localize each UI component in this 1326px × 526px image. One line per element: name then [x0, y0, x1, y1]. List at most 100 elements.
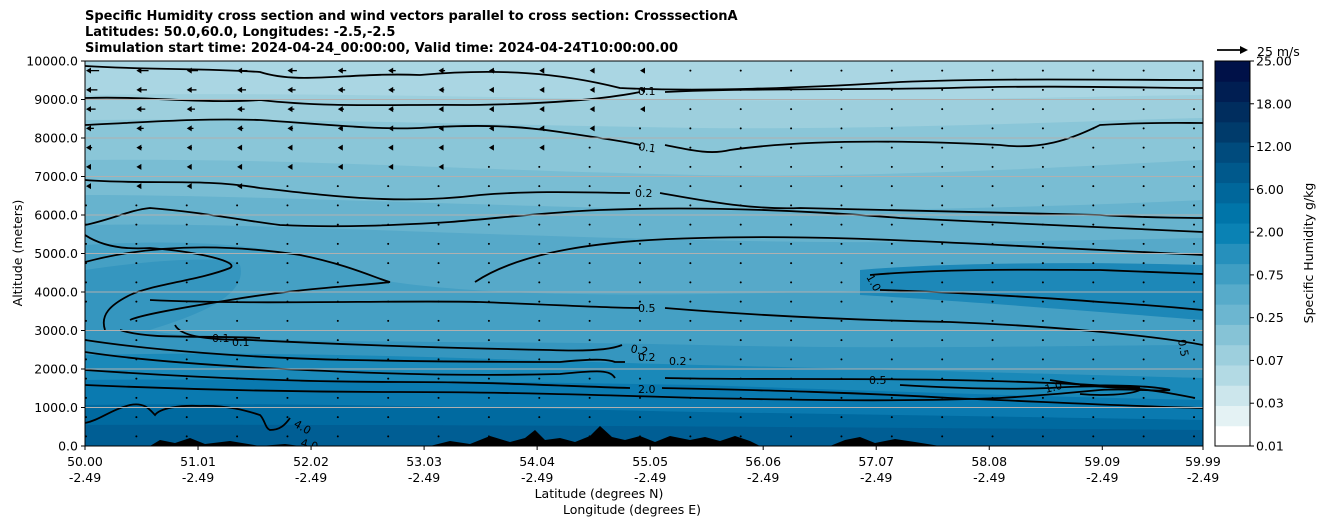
wind-vector-icon — [840, 281, 843, 284]
wind-vector-icon — [135, 300, 138, 303]
wind-vector-icon — [538, 185, 541, 188]
wind-vector-icon — [1142, 396, 1145, 399]
wind-vector-icon — [739, 146, 742, 149]
wind-vector-icon — [1142, 262, 1145, 265]
wind-vector-icon — [840, 242, 843, 245]
wind-vector-icon — [840, 108, 843, 111]
wind-vector-icon — [991, 108, 994, 111]
wind-vector-head-icon — [136, 163, 142, 170]
wind-vector-icon — [689, 242, 692, 245]
x-tick-label-latitude: 52.02 — [293, 454, 329, 469]
wind-vector-icon — [790, 204, 793, 207]
colorbar-swatch — [1215, 263, 1250, 285]
wind-vector-head-icon — [136, 86, 142, 93]
wind-vector-icon — [1193, 242, 1195, 245]
wind-vector-icon — [387, 262, 390, 265]
wind-vector-icon — [689, 165, 692, 168]
x-tick-label-longitude: -2.49 — [747, 470, 779, 485]
wind-vector-head-icon — [186, 144, 192, 151]
contour-label: 0.2 — [635, 187, 653, 200]
wind-vector-icon — [286, 319, 289, 322]
wind-vector-icon — [135, 396, 138, 399]
wind-vector-icon — [739, 319, 742, 322]
colorbar-swatch — [1215, 344, 1250, 366]
wind-vector-icon — [185, 319, 188, 322]
wind-vector-icon — [487, 319, 490, 322]
wind-vector-icon — [236, 242, 239, 245]
wind-vector-head-icon — [388, 163, 394, 170]
contour-label: 0.1 — [638, 85, 656, 98]
x-tick-label-latitude: 59.09 — [1084, 454, 1120, 469]
wind-vector-head-icon — [539, 67, 545, 74]
y-tick-label: 7000.0 — [34, 169, 78, 184]
wind-vector-icon — [739, 69, 742, 72]
wind-vector-icon — [790, 339, 793, 342]
wind-vector-icon — [538, 262, 541, 265]
wind-vector-icon — [689, 127, 692, 130]
plot-area: 0.1 0.1 0.2 0.5 1.0 0.5 2.0 4.0 0.1 0.2 … — [84, 60, 1204, 447]
wind-vector-icon — [639, 146, 641, 149]
wind-vector-icon — [991, 262, 994, 265]
x-axis: 50.00-2.4951.01-2.4952.02-2.4953.03-2.49… — [67, 446, 1221, 485]
wind-vector-icon — [588, 319, 591, 322]
wind-vector-icon — [387, 358, 390, 361]
wind-vector-head-icon — [86, 183, 91, 190]
wind-vector-icon — [739, 435, 742, 438]
wind-vector-icon — [1041, 69, 1044, 72]
wind-vector-head-icon — [287, 125, 293, 132]
wind-vector-icon — [790, 319, 793, 322]
wind-vector-icon — [538, 416, 541, 419]
colorbar-tick-label: 12.00 — [1256, 139, 1292, 154]
wind-vector-head-icon — [86, 106, 91, 113]
contour-line — [85, 403, 291, 431]
wind-vector-icon — [487, 300, 490, 303]
wind-vector-icon — [1193, 108, 1195, 111]
wind-vector-head-icon — [86, 144, 91, 151]
contour-line — [85, 234, 261, 339]
wind-vector-head-icon — [186, 86, 192, 93]
colorbar-tick-label: 18.00 — [1256, 96, 1292, 111]
colorbar-tick-label: 6.00 — [1256, 182, 1284, 197]
wind-vector-icon — [890, 435, 893, 438]
y-axis: 0.0 1000.0 2000.0 3000.0 4000.0 5000.0 6000.0 7… — [26, 54, 85, 454]
wind-vector-icon — [890, 127, 893, 130]
wind-vector-head-icon — [640, 86, 645, 93]
wind-vector-icon — [689, 319, 692, 322]
wind-vector-icon — [588, 262, 591, 265]
contour-lines — [85, 65, 1203, 431]
wind-vector-icon — [991, 127, 994, 130]
wind-vector-icon — [689, 204, 692, 207]
wind-vector-head-icon — [186, 183, 192, 190]
wind-vector-icon — [1092, 146, 1095, 149]
wind-vector-icon — [941, 281, 944, 284]
wind-vector-icon — [840, 319, 843, 322]
wind-vector-icon — [1142, 416, 1145, 419]
contour-labels: 0.1 0.1 0.2 0.5 1.0 0.5 2.0 4.0 0.1 0.2 … — [212, 85, 1191, 446]
wind-vector-head-icon — [186, 67, 192, 74]
x-tick-label-latitude: 56.06 — [745, 454, 781, 469]
wind-vector-icon — [1041, 146, 1044, 149]
wind-vector-icon — [1142, 377, 1145, 380]
y-tick-label: 10000.0 — [26, 54, 78, 69]
wind-vector-icon — [487, 242, 490, 245]
wind-vector-icon — [941, 165, 944, 168]
wind-vector-icon — [286, 416, 289, 419]
wind-vector-icon — [236, 358, 239, 361]
colorbar-tick-label: 25.00 — [1256, 54, 1292, 69]
wind-vector-icon — [1041, 300, 1044, 303]
wind-vector-head-icon — [86, 67, 91, 74]
wind-vector-icon — [941, 377, 944, 380]
colorbar-swatch — [1215, 202, 1250, 224]
wind-vector-icon — [387, 242, 390, 245]
wind-vector-head-icon — [589, 86, 595, 93]
wind-vector-icon — [588, 242, 591, 245]
wind-vector-icon — [739, 281, 742, 284]
colorbar-swatch — [1215, 364, 1250, 386]
wind-vector-icon — [1142, 358, 1145, 361]
wind-vector-icon — [1041, 204, 1044, 207]
wind-vector-icon — [991, 435, 994, 438]
wind-vector-icon — [588, 204, 591, 207]
wind-vector-icon — [991, 146, 994, 149]
wind-vector-icon — [840, 146, 843, 149]
wind-vector-icon — [890, 69, 893, 72]
